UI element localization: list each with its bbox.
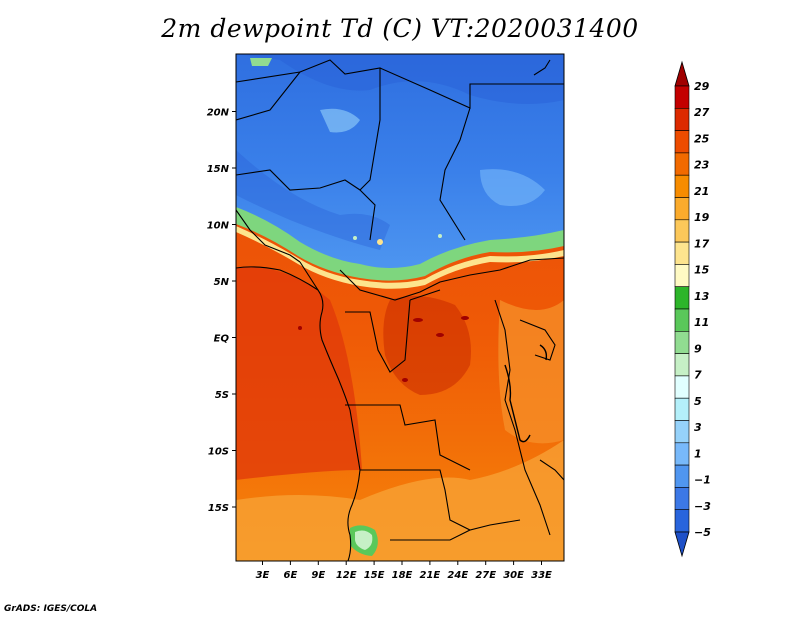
colorbar-bin xyxy=(674,108,690,131)
colorbar-label: 9 xyxy=(694,342,702,355)
colorbar-label: 17 xyxy=(694,237,710,250)
longitude-axis: 3E 6E 9E 12E 15E 18E 21E 24E 27E 30E 33E xyxy=(256,561,552,581)
lon-label: 21E xyxy=(420,570,441,581)
dewpoint-field xyxy=(236,54,564,561)
lat-label: 10S xyxy=(208,447,229,458)
colorbar-label: −1 xyxy=(694,474,711,487)
lon-label: 3E xyxy=(256,570,270,581)
lon-label: 24E xyxy=(447,570,468,581)
colorbar-label: 7 xyxy=(694,369,702,382)
colorbar-bin xyxy=(674,85,690,109)
lon-label: 6E xyxy=(284,570,298,581)
colorbar-label: 13 xyxy=(694,290,710,303)
lat-label: 10N xyxy=(207,221,230,232)
colorbar-bin xyxy=(674,174,690,198)
colorbar-bin xyxy=(674,442,690,466)
colorbar-bin xyxy=(674,130,690,154)
lat-label: EQ xyxy=(214,334,230,345)
lon-label: 12E xyxy=(336,570,357,581)
colorbar-label: 19 xyxy=(694,211,710,224)
colorbar-bin xyxy=(674,286,690,310)
colorbar-label: 11 xyxy=(694,316,709,329)
grads-credit: GrADS: IGES/COLA xyxy=(4,604,98,614)
lon-label: 33E xyxy=(531,570,552,581)
colorbar-label: 1 xyxy=(694,447,702,460)
colorbar-label: 29 xyxy=(694,80,710,93)
colorbar-label: 5 xyxy=(694,395,702,408)
colorbar-bin xyxy=(674,509,690,533)
colorbar-bottom-arrow xyxy=(674,531,690,558)
colorbar-bin xyxy=(674,464,690,488)
colorbar-bin xyxy=(674,197,690,221)
colorbar: 29 27 25 23 21 19 17 15 13 11 9 7 5 3 1 −1 −3 −5 xyxy=(674,60,711,558)
colorbar-bin xyxy=(674,375,690,399)
lon-label: 15E xyxy=(364,570,385,581)
colorbar-bin xyxy=(674,241,690,265)
colorbar-label: 23 xyxy=(694,159,710,172)
colorbar-top-arrow xyxy=(674,60,690,87)
map-title: 2m dewpoint Td (C) VT:2020031400 xyxy=(161,14,639,43)
colorbar-label: 3 xyxy=(694,421,702,434)
colorbar-bin xyxy=(674,397,690,421)
lon-label: 30E xyxy=(503,570,524,581)
country-borders xyxy=(236,59,564,561)
colorbar-bin xyxy=(674,330,690,354)
lat-label: 15N xyxy=(207,164,230,175)
colorbar-label: 27 xyxy=(694,106,710,119)
lon-label: 18E xyxy=(392,570,413,581)
lon-label: 27E xyxy=(475,570,496,581)
colorbar-label: −5 xyxy=(694,526,711,539)
colorbar-bin xyxy=(674,152,690,176)
colorbar-label: −3 xyxy=(694,500,711,513)
colorbar-label: 25 xyxy=(694,132,710,145)
map-frame xyxy=(235,53,565,562)
lon-label: 9E xyxy=(311,570,325,581)
colorbar-bin xyxy=(674,353,690,377)
colorbar-bin xyxy=(674,308,690,332)
lat-label: 5S xyxy=(215,390,229,401)
colorbar-bin xyxy=(674,264,690,287)
colorbar-label: 21 xyxy=(694,185,709,198)
colorbar-bin xyxy=(674,420,690,444)
latitude-axis: 20N 15N 10N 5N EQ 5S 10S 15S xyxy=(207,108,236,514)
colorbar-bin xyxy=(674,219,690,243)
lat-label: 15S xyxy=(208,503,229,514)
colorbar-label: 15 xyxy=(694,264,710,277)
lat-label: 20N xyxy=(207,108,230,119)
lat-label: 5N xyxy=(214,277,230,288)
colorbar-bin xyxy=(674,487,690,510)
